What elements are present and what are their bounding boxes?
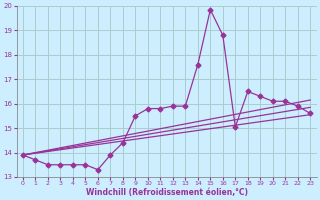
X-axis label: Windchill (Refroidissement éolien,°C): Windchill (Refroidissement éolien,°C) <box>85 188 248 197</box>
